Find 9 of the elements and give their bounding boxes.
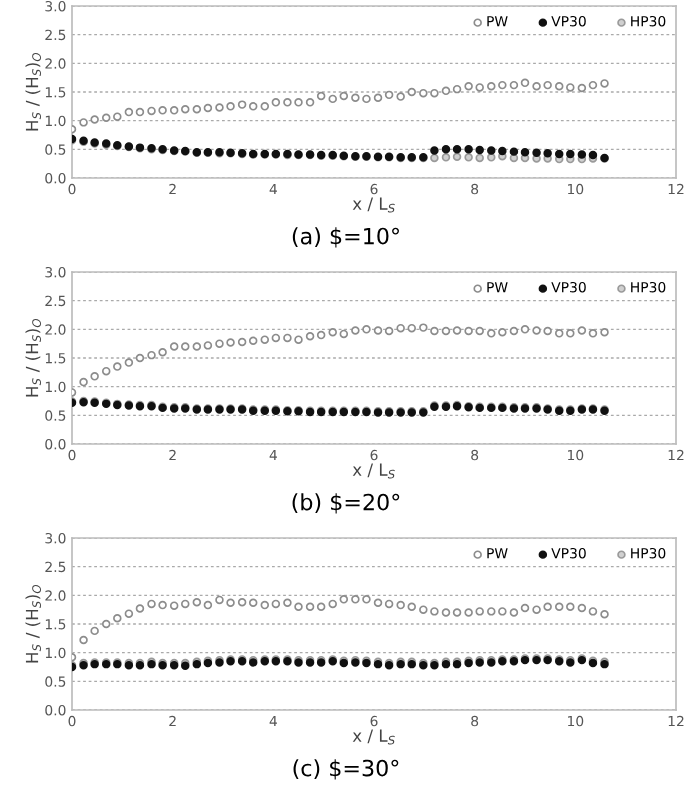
x-axis-title: x / L$_{S}$ [352,197,395,213]
y-axis-title: H$_{S}$ / (H$_{S}$)$_{O}$ [25,318,41,397]
y-axis-title: H$_{S}$ / (H$_{S}$)$_{O}$ [25,52,41,131]
text: (b) $=20° [292,493,400,514]
y-axis-title: H$_{S}$ / (H$_{S}$)$_{O}$ [25,584,41,663]
text: (c) $=30° [293,759,399,780]
text: (a) $=10° [292,227,399,248]
x-axis-title: x / L$_{S}$ [352,463,395,479]
x-axis-title: x / L$_{S}$ [352,729,395,745]
